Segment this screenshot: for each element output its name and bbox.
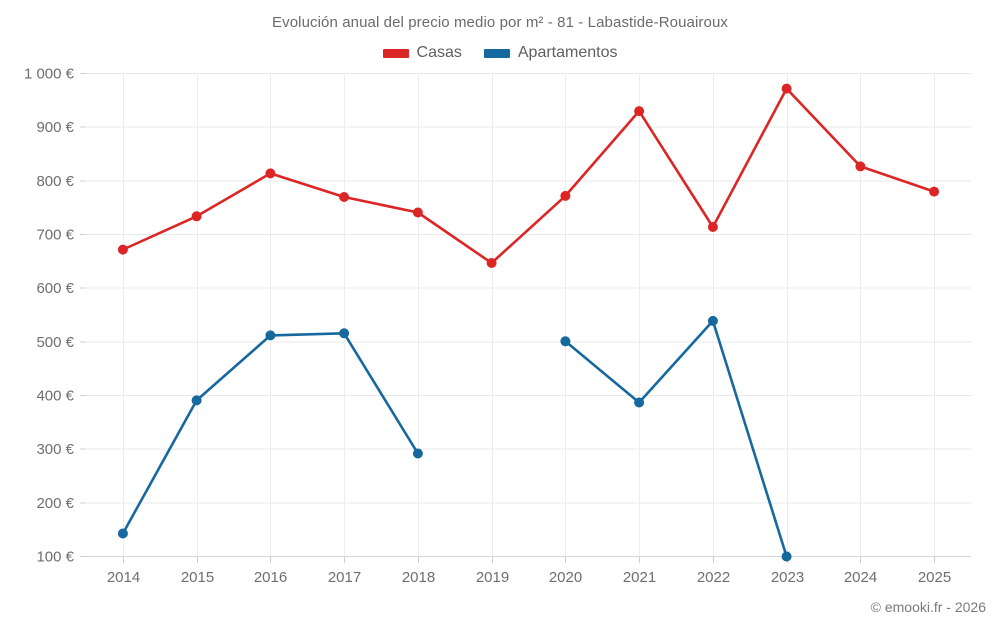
data-point-casas-2015[interactable]	[191, 211, 202, 222]
chart-legend: Casas Apartamentos	[0, 44, 1000, 62]
data-point-casas-2020[interactable]	[560, 190, 571, 201]
data-point-casas-2023[interactable]	[781, 83, 792, 94]
x-axis-tick-label: 2020	[549, 569, 582, 586]
data-point-casas-2019[interactable]	[486, 258, 497, 268]
x-axis-tick-label: 2021	[623, 569, 656, 586]
y-axis-tick-label: 1 000 €	[24, 66, 75, 83]
x-axis-tick-label: 2022	[697, 569, 730, 586]
legend-label-casas: Casas	[416, 44, 462, 61]
data-point-apartamentos-2015[interactable]	[191, 395, 202, 406]
data-point-casas-2021[interactable]	[634, 106, 645, 117]
x-axis-tick-label: 2016	[254, 569, 287, 586]
legend-item-apartamentos[interactable]: Apartamentos	[483, 44, 618, 62]
data-point-casas-2017[interactable]	[339, 192, 350, 202]
y-axis-tick-label: 200 €	[36, 495, 74, 512]
series-line-apartamentos	[564, 319, 788, 558]
y-axis-tick-label: 600 €	[36, 280, 74, 297]
data-point-casas-2025[interactable]	[929, 186, 940, 197]
data-point-casas-2014[interactable]	[117, 244, 128, 255]
data-point-apartamentos-2014[interactable]	[117, 528, 128, 539]
legend-item-casas[interactable]: Casas	[382, 44, 462, 62]
y-axis-tick-label: 800 €	[36, 173, 74, 190]
y-axis-tick-label: 300 €	[36, 441, 74, 458]
y-axis-tick-label: 900 €	[36, 119, 74, 136]
y-axis-tick-label: 700 €	[36, 227, 74, 244]
data-point-apartamentos-2021[interactable]	[634, 397, 645, 408]
data-point-apartamentos-2023[interactable]	[781, 551, 792, 562]
x-axis-tick-label: 2024	[844, 569, 877, 586]
data-point-apartamentos-2018[interactable]	[412, 448, 423, 459]
y-axis-tick-label: 400 €	[36, 388, 74, 405]
chart-title: Evolución anual del precio medio por m² …	[271, 14, 728, 31]
y-axis-tick-label: 500 €	[36, 334, 74, 351]
x-axis-tick-label: 2023	[771, 569, 804, 586]
x-axis-tick-label: 2018	[402, 569, 435, 586]
x-axis-tick-label: 2014	[107, 569, 140, 586]
data-point-apartamentos-2017[interactable]	[339, 328, 350, 339]
series-line-casas	[121, 87, 936, 265]
x-axis-tick-label: 2025	[918, 569, 951, 586]
legend-color-swatch-apartamentos	[483, 48, 510, 58]
x-axis-tick-label: 2017	[328, 569, 361, 586]
legend-label-apartamentos: Apartamentos	[517, 44, 618, 61]
data-point-casas-2018[interactable]	[412, 207, 423, 218]
data-point-apartamentos-2016[interactable]	[265, 330, 276, 341]
x-axis-tick-label: 2019	[476, 569, 509, 586]
data-point-casas-2022[interactable]	[707, 222, 718, 232]
x-axis-tick-label: 2015	[181, 569, 214, 586]
copyright-credit: © emooki.fr - 2026	[870, 599, 986, 615]
y-axis-tick-label: 100 €	[36, 549, 74, 566]
data-point-apartamentos-2020[interactable]	[560, 336, 571, 347]
data-point-casas-2024[interactable]	[855, 161, 866, 172]
data-point-casas-2016[interactable]	[265, 168, 276, 179]
data-point-apartamentos-2022[interactable]	[707, 315, 718, 326]
legend-color-swatch-casas	[382, 48, 409, 58]
